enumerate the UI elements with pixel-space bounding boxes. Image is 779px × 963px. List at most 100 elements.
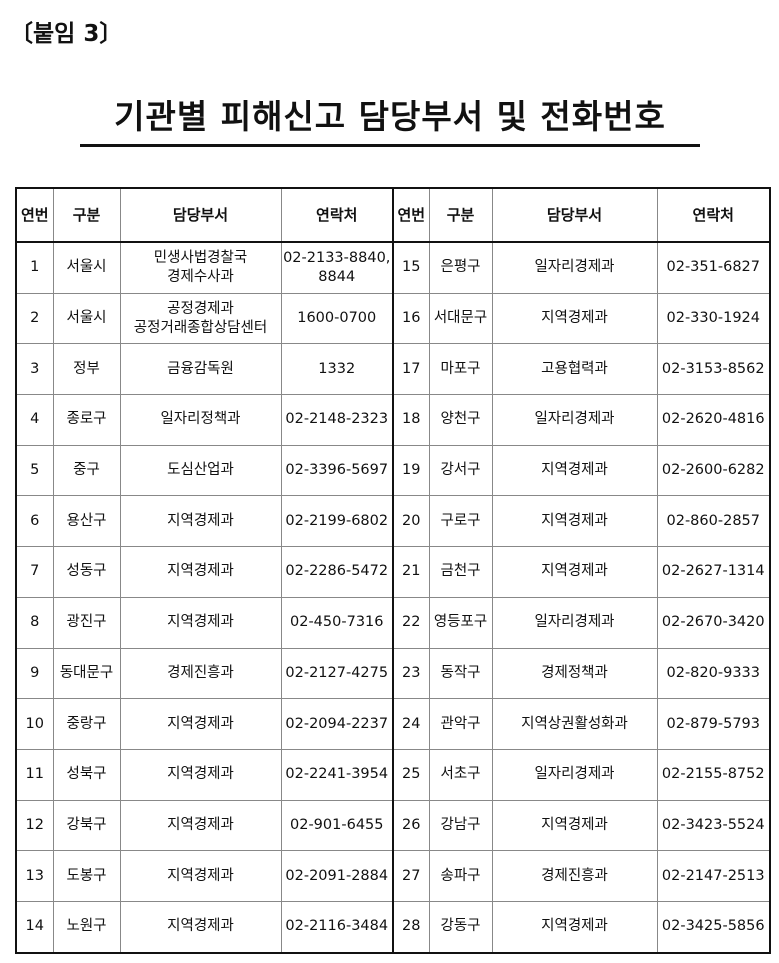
cell-phone: 02-820-9333 xyxy=(656,647,771,700)
cell-dept: 지역경제과 xyxy=(491,799,658,852)
cell-phone: 02-860-2857 xyxy=(656,495,771,548)
cell-area: 용산구 xyxy=(52,495,121,548)
table-row: 4 종로구 일자리정책과 02-2148-2323 18 양천구 일자리경제과 02-2620… xyxy=(15,394,771,446)
cell-area: 서울시 xyxy=(52,241,121,294)
cell-phone: 1600-0700 xyxy=(280,292,394,345)
header-area: 구분 xyxy=(52,187,121,243)
cell-area: 서초구 xyxy=(428,748,493,801)
cell-phone: 02-901-6455 xyxy=(280,799,394,852)
cell-no: 25 xyxy=(392,748,430,801)
cell-phone: 02-3423-5524 xyxy=(656,799,771,852)
cell-area: 관악구 xyxy=(428,698,493,750)
cell-dept: 지역경제과 xyxy=(119,850,282,902)
cell-phone: 02-2670-3420 xyxy=(656,596,771,649)
cell-phone: 02-2091-2884 xyxy=(280,850,394,902)
cell-dept: 지역상권활성화과 xyxy=(491,698,658,750)
cell-dept: 지역경제과 xyxy=(119,799,282,852)
table-row: 8 광진구 지역경제과 02-450-7316 22 영등포구 일자리경제과 02-2670-… xyxy=(15,596,771,649)
cell-no: 16 xyxy=(392,292,430,345)
cell-area: 서울시 xyxy=(52,292,121,345)
cell-no: 13 xyxy=(15,850,54,902)
cell-area: 종로구 xyxy=(52,394,121,446)
cell-area: 동대문구 xyxy=(52,647,121,700)
cell-no: 27 xyxy=(392,850,430,902)
cell-no: 2 xyxy=(15,292,54,345)
cell-phone: 02-351-6827 xyxy=(656,241,771,294)
cell-area: 영등포구 xyxy=(428,596,493,649)
cell-no: 8 xyxy=(15,596,54,649)
cell-phone: 02-2155-8752 xyxy=(656,748,771,801)
cell-area: 노원구 xyxy=(52,900,121,954)
cell-no: 5 xyxy=(15,444,54,497)
cell-dept: 지역경제과 xyxy=(119,748,282,801)
contact-table: 연번 구분 담당부서 연락처 연번 구분 담당부서 연락처 1 서울시 민생사법경찰… xyxy=(15,187,771,954)
cell-no: 28 xyxy=(392,900,430,954)
cell-dept: 지역경제과 xyxy=(491,292,658,345)
cell-area: 강동구 xyxy=(428,900,493,954)
table-row: 2 서울시 공정경제과 공정거래종합상담센터 1600-0700 16 서대문구 지역경제과 0… xyxy=(15,292,771,345)
cell-phone: 02-3425-5856 xyxy=(656,900,771,954)
cell-area: 강북구 xyxy=(52,799,121,852)
cell-phone: 02-450-7316 xyxy=(280,596,394,649)
cell-no: 24 xyxy=(392,698,430,750)
table-row: 6 용산구 지역경제과 02-2199-6802 20 구로구 지역경제과 02-860-28… xyxy=(15,495,771,548)
cell-area: 중구 xyxy=(52,444,121,497)
cell-area: 강서구 xyxy=(428,444,493,497)
cell-phone: 02-2600-6282 xyxy=(656,444,771,497)
cell-no: 15 xyxy=(392,241,430,294)
table-row: 3 정부 금융감독원 1332 17 마포구 고용협력과 02-3153-8562 xyxy=(15,343,771,396)
cell-no: 23 xyxy=(392,647,430,700)
cell-dept: 지역경제과 xyxy=(119,495,282,548)
page-title: 기관별 피해신고 담당부서 및 전화번호 xyxy=(80,90,700,147)
cell-no: 6 xyxy=(15,495,54,548)
cell-no: 22 xyxy=(392,596,430,649)
cell-area: 중랑구 xyxy=(52,698,121,750)
cell-no: 12 xyxy=(15,799,54,852)
cell-dept: 일자리경제과 xyxy=(491,748,658,801)
header-area: 구분 xyxy=(428,187,493,243)
cell-no: 26 xyxy=(392,799,430,852)
table-row: 7 성동구 지역경제과 02-2286-5472 21 금천구 지역경제과 02-2627-1… xyxy=(15,546,771,598)
cell-area: 성북구 xyxy=(52,748,121,801)
cell-no: 3 xyxy=(15,343,54,396)
cell-area: 정부 xyxy=(52,343,121,396)
table-row: 14 노원구 지역경제과 02-2116-3484 28 강동구 지역경제과 02-3425-… xyxy=(15,900,771,954)
cell-dept: 지역경제과 xyxy=(491,495,658,548)
cell-phone: 02-2199-6802 xyxy=(280,495,394,548)
cell-dept: 경제진흥과 xyxy=(491,850,658,902)
cell-dept: 일자리경제과 xyxy=(491,394,658,446)
cell-phone: 02-2116-3484 xyxy=(280,900,394,954)
table-row: 5 중구 도심산업과 02-3396-5697 19 강서구 지역경제과 02-2600-62… xyxy=(15,444,771,497)
cell-no: 17 xyxy=(392,343,430,396)
cell-no: 7 xyxy=(15,546,54,598)
cell-dept: 지역경제과 xyxy=(491,900,658,954)
table-row: 13 도봉구 지역경제과 02-2091-2884 27 송파구 경제진흥과 02-2147-… xyxy=(15,850,771,902)
header-no: 연번 xyxy=(392,187,430,243)
cell-no: 9 xyxy=(15,647,54,700)
cell-dept: 일자리경제과 xyxy=(491,596,658,649)
attachment-label: 〔붙임 3〕 xyxy=(10,21,123,47)
header-no: 연번 xyxy=(15,187,54,243)
cell-dept: 일자리경제과 xyxy=(491,241,658,294)
cell-phone: 02-2094-2237 xyxy=(280,698,394,750)
cell-dept: 지역경제과 xyxy=(119,698,282,750)
cell-dept: 경제진흥과 xyxy=(119,647,282,700)
cell-area: 광진구 xyxy=(52,596,121,649)
cell-no: 19 xyxy=(392,444,430,497)
cell-phone: 02-3153-8562 xyxy=(656,343,771,396)
cell-phone: 02-330-1924 xyxy=(656,292,771,345)
cell-phone: 1332 xyxy=(280,343,394,396)
cell-dept: 민생사법경찰국 경제수사과 xyxy=(119,241,282,294)
cell-phone: 02-2241-3954 xyxy=(280,748,394,801)
cell-no: 21 xyxy=(392,546,430,598)
cell-phone: 02-2286-5472 xyxy=(280,546,394,598)
cell-phone: 02-2133-8840, 8844 xyxy=(280,241,394,294)
table-row: 9 동대문구 경제진흥과 02-2127-4275 23 동작구 경제정책과 02-820-9… xyxy=(15,647,771,700)
cell-area: 송파구 xyxy=(428,850,493,902)
cell-area: 금천구 xyxy=(428,546,493,598)
cell-area: 구로구 xyxy=(428,495,493,548)
header-row: 연번 구분 담당부서 연락처 연번 구분 담당부서 연락처 xyxy=(15,187,771,243)
cell-dept: 지역경제과 xyxy=(119,596,282,649)
header-phone: 연락처 xyxy=(280,187,394,243)
cell-no: 10 xyxy=(15,698,54,750)
